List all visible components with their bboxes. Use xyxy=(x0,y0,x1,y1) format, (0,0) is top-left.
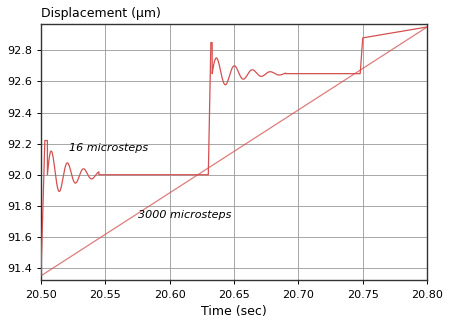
Text: 16 microsteps: 16 microsteps xyxy=(69,143,148,153)
Text: Displacement (μm): Displacement (μm) xyxy=(41,7,161,20)
Text: 3000 microsteps: 3000 microsteps xyxy=(138,210,231,220)
X-axis label: Time (sec): Time (sec) xyxy=(201,305,267,318)
